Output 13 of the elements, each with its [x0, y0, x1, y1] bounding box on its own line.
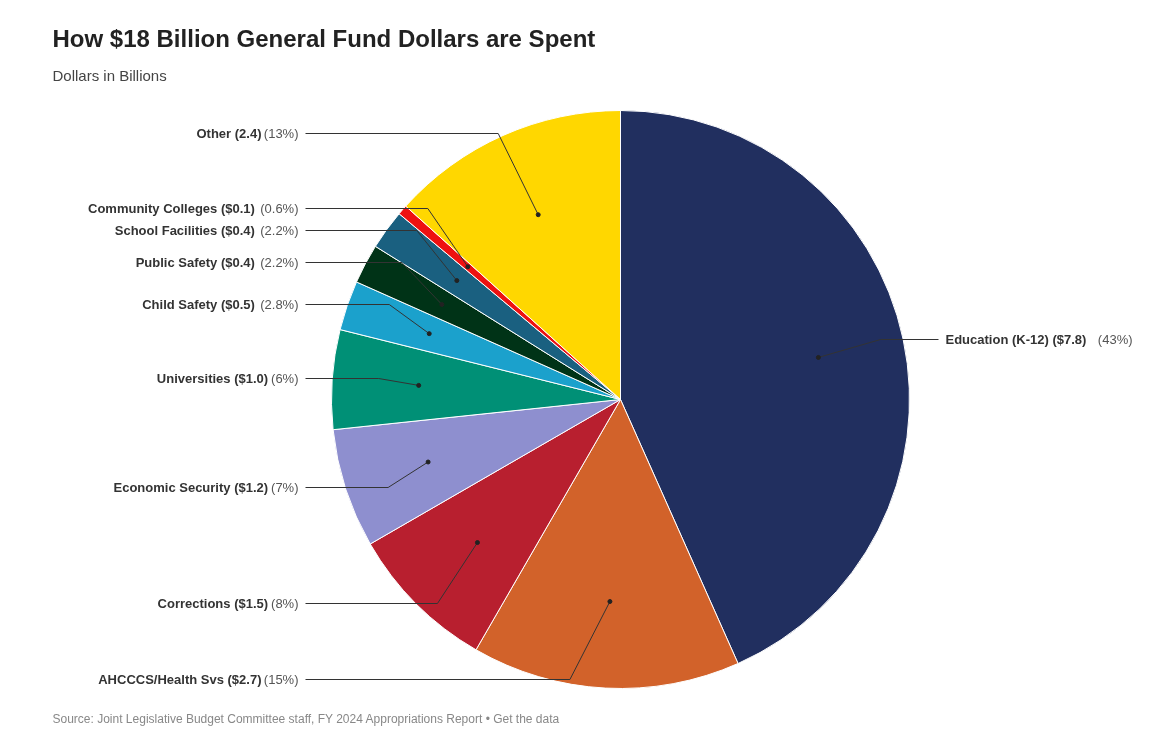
slice-label: Public Safety ($0.4) (2.2%) [135, 255, 299, 270]
slice-label: Economic Security ($1.2) (7%) [113, 480, 299, 495]
chart-title: How $18 Billion General Fund Dollars are Spent [52, 25, 596, 52]
slice-label: AHCCCS/Health Svs ($2.7) (15%) [98, 672, 299, 687]
slice-label: School Facilities ($0.4) (2.2%) [114, 223, 299, 238]
source-note: Source: Joint Legislative Budget Committee staff, FY 2024 Appropriations Report • Get the data [52, 711, 560, 726]
slice-label: Universities ($1.0) (6%) [156, 371, 299, 386]
slice-label: Child Safety ($0.5) (2.8%) [142, 297, 299, 312]
slice-label: Other (2.4) (13%) [196, 126, 299, 141]
slice-label: Education (K-12) ($7.8) (43%) [945, 332, 1133, 347]
chart-subtitle: Dollars in Billions [52, 67, 167, 84]
slice-label: Community Colleges ($0.1) (0.6%) [88, 201, 299, 216]
slice-label: Corrections ($1.5) (8%) [157, 596, 299, 611]
